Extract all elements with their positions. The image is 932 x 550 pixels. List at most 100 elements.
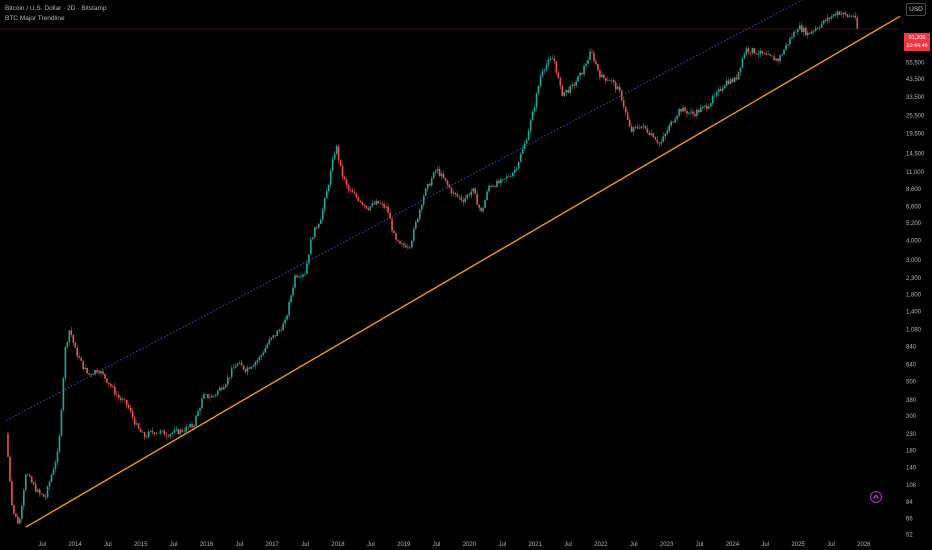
price-candle [660,138,663,147]
chart-lines-layer [0,0,901,528]
price-candle [597,63,599,72]
price-candle [704,105,706,110]
x-tick-label: 2021 [528,542,542,548]
price-candle [440,171,443,180]
tradingview-logo-icon[interactable] [869,490,883,504]
currency-button[interactable]: USD [906,3,926,16]
price-candle [323,197,326,214]
price-candle [640,126,643,129]
price-candle [64,345,67,383]
price-candle [46,485,49,500]
price-candle [727,77,730,86]
price-candle [175,425,178,432]
price-candle [399,240,401,245]
price-candle [607,76,609,82]
y-tick-label: 19,500 [906,131,925,137]
price-candle [15,513,17,519]
price-candle [480,207,482,213]
price-candle [721,85,724,95]
price-candle [826,13,829,25]
price-candle [361,201,364,207]
price-candle [34,480,37,493]
price-candle [755,52,758,56]
price-candle [116,390,118,398]
price-candle [551,54,554,60]
x-tick-label: 2016 [200,542,214,548]
price-candle [310,236,312,255]
price-series-layer [7,9,859,525]
x-tick-label: Jul [38,542,46,548]
price-candle [492,183,494,188]
price-candle [66,340,69,350]
y-tick-label: 180 [906,449,917,455]
x-tick-label: Jul [498,542,506,548]
price-candle [634,125,637,130]
price-candle [131,407,134,421]
price-candle [62,376,65,413]
price-candle [654,136,657,141]
price-candle [814,25,817,33]
price-candle [248,366,251,370]
price-candle [494,185,496,189]
price-candle [407,243,409,251]
price-candle [486,189,488,201]
price-candle [347,183,350,194]
price-candle [834,11,837,17]
price-candle [636,123,639,130]
price-candle [684,106,686,114]
y-tick-label: 3,000 [906,258,922,264]
price-candle [129,404,132,414]
y-tick-label: 640 [906,363,917,369]
price-candle [850,14,853,18]
price-candle [539,72,542,89]
y-tick-label: 14,500 [906,151,925,157]
y-axis[interactable]: 52 66 84 108 140 180 230 300 380 500 640 840 1,080 1,… [906,42,925,539]
price-candle [808,32,811,34]
price-candle [779,53,781,64]
price-candle [622,96,625,110]
channel-line [5,0,804,422]
indicator-title[interactable]: BTC Major Trendline [5,15,65,22]
price-candle [110,382,112,389]
price-candle [411,239,413,249]
y-tick-label: 5,200 [906,221,922,227]
price-candle [791,33,793,40]
price-candle [595,57,597,66]
price-candle [628,116,631,128]
price-candle [521,145,524,155]
price-candle [488,183,490,194]
price-candle [506,173,508,183]
price-candle [76,344,79,360]
price-candle [846,13,849,18]
price-candle [553,54,556,64]
price-candle [373,200,376,205]
price-candle [197,409,199,417]
price-candle [763,52,766,54]
price-candle [696,107,698,120]
price-candle [268,336,271,346]
price-candle [820,21,823,29]
price-candle [609,79,611,82]
price-candle [450,186,453,197]
price-candle [242,365,245,371]
price-candle [193,424,195,431]
x-tick-label: 2026 [857,542,871,548]
symbol-title[interactable]: Bitcoin / U.S. Dollar · 2D · Bitstamp [5,5,107,12]
price-candle [308,254,310,267]
price-candle [537,84,540,95]
price-candle [325,188,328,199]
price-candle [191,421,193,430]
price-candle [531,109,534,121]
price-candle [280,326,282,333]
price-candle [327,183,330,194]
price-candle [824,18,827,23]
y-tick-label: 380 [906,398,917,404]
x-axis[interactable]: Jul 2014 Jul 2015 Jul 2016 Jul 2017 Jul 2018 Jul 20… [38,542,871,548]
price-candle [401,240,403,247]
price-candle [58,433,61,454]
price-candle [533,104,536,116]
y-tick-label: 1,800 [906,293,922,299]
price-candle [254,360,257,369]
price-candle [575,77,577,88]
